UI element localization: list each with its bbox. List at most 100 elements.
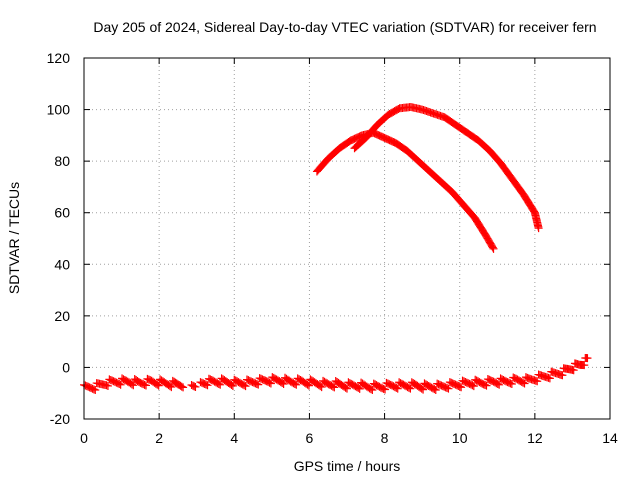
x-tick-label: 10 [452,430,468,446]
data-point [116,380,125,389]
data-point [254,380,263,389]
data-point [569,366,578,375]
data-point [533,377,542,386]
data-point [89,385,98,394]
data-point [519,378,528,387]
data-point [457,383,466,392]
data-point [317,383,326,392]
data-point [545,374,554,383]
plot-frame [83,57,611,420]
data-point [140,380,149,389]
data-point [115,380,124,389]
data-point [316,382,325,391]
y-tick-label: 60 [54,205,70,221]
data-point [354,383,363,392]
y-tick-label: -20 [50,411,70,427]
chart-title: Day 205 of 2024, Sidereal Day-to-day VTE… [93,19,596,35]
data-point [290,380,299,389]
data-point [468,381,477,390]
data-point [328,382,337,391]
x-tick-label: 8 [381,430,389,446]
x-tick-label: 14 [602,430,618,446]
data-point [252,380,261,389]
data-point [241,382,250,391]
data-point [279,380,288,389]
data-point [355,384,364,393]
data-point [580,361,589,370]
data-point [444,384,453,393]
x-axis-label: GPS time / hours [294,458,401,474]
data-point [489,244,498,253]
data-point [179,383,188,392]
data-point [506,379,515,388]
data-point [292,380,301,389]
y-tick-label: 0 [62,359,70,375]
data-point [177,382,186,391]
data-point [167,383,176,392]
data-point [392,383,401,392]
data-point [304,381,313,390]
data-point [368,385,377,394]
data-point [343,384,351,393]
data-point [558,371,567,380]
data-point [227,380,236,389]
y-tick-label: 40 [54,256,70,272]
data-point [228,381,237,390]
y-tick-label: 100 [47,102,71,118]
data-point [495,380,504,389]
data-point [406,384,415,393]
x-tick-label: 0 [80,430,88,446]
data-point [127,380,136,389]
data-point [203,381,212,390]
data-point [278,379,287,388]
data-point [381,385,390,394]
data-point [419,385,428,394]
data-point [202,380,211,389]
data-point [404,383,413,392]
data-point [102,381,111,390]
data-points [80,102,592,394]
data-point [379,384,388,393]
y-tick-labels: -20 0 20 40 60 80 100 120 [47,50,71,427]
data-point [481,380,490,389]
series-arc-b [350,102,543,233]
data-point [129,381,138,390]
data-point [165,382,174,391]
data-point [520,379,529,388]
x-tick-labels: 0 2 4 6 8 10 12 14 [80,430,618,446]
data-point [266,379,275,388]
data-point [366,385,375,394]
data-point [154,381,163,390]
data-point [214,380,223,389]
data-point [488,243,497,252]
data-point [469,382,478,391]
data-point [493,380,502,389]
data-point [430,385,439,394]
data-point [265,378,274,387]
axis-ticks [83,57,611,420]
x-tick-label: 12 [527,430,543,446]
data-point [431,385,440,394]
data-point [341,383,350,392]
data-point [330,383,339,392]
data-point [153,380,162,389]
y-tick-label: 120 [47,50,71,66]
data-point [417,384,426,393]
y-tick-label: 20 [54,308,70,324]
data-point [393,384,402,393]
x-tick-label: 2 [155,430,163,446]
y-tick-label: 80 [54,153,70,169]
data-point [141,381,150,390]
data-point [216,380,225,389]
data-point [455,382,464,391]
data-point [583,354,592,363]
data-point [482,381,491,390]
data-point [303,380,312,389]
data-point [103,381,112,390]
data-point [240,381,249,390]
series-arc-a [312,128,498,253]
data-point [191,382,200,391]
data-point [91,385,100,394]
